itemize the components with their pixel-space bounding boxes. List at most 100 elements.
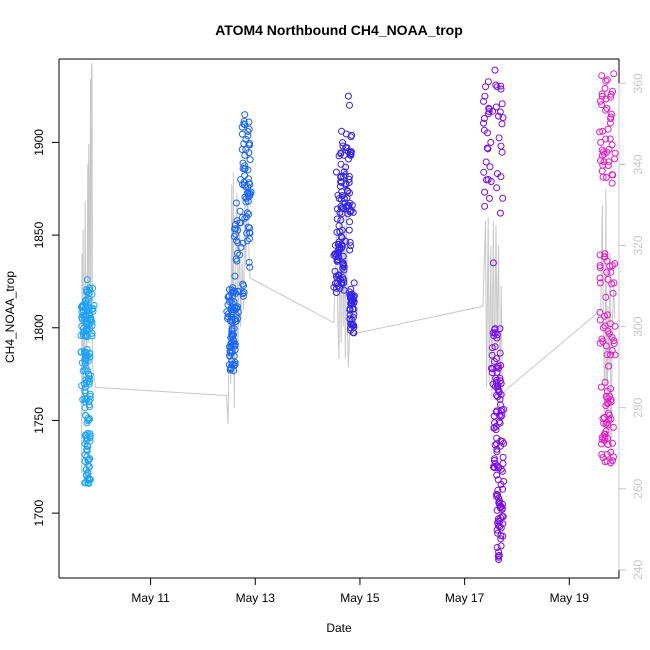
data-point (242, 183, 250, 191)
data-point (608, 141, 616, 149)
data-point (244, 223, 252, 231)
data-point (481, 188, 489, 196)
data-point (236, 251, 244, 259)
data-point (342, 163, 350, 171)
series-5 (596, 70, 619, 467)
data-point (497, 524, 505, 532)
data-point (607, 90, 615, 98)
data-point (497, 362, 505, 369)
data-point (610, 337, 618, 345)
data-point (228, 357, 236, 365)
data-point (228, 360, 236, 368)
data-point (82, 303, 90, 311)
data-point (499, 485, 507, 493)
data-point (338, 241, 346, 249)
data-point (497, 85, 505, 93)
data-point (600, 419, 608, 427)
data-point (605, 362, 613, 370)
data-point (480, 115, 488, 122)
data-point (231, 272, 239, 280)
data-point (603, 457, 611, 465)
y-tick-label: 1700 (32, 499, 46, 526)
data-point (608, 179, 616, 187)
data-point (597, 383, 605, 391)
data-point (245, 258, 253, 266)
data-point (596, 316, 604, 324)
data-point (602, 342, 610, 350)
data-point (493, 331, 501, 339)
data-point (604, 275, 612, 283)
right-tick-label: 320 (631, 235, 645, 255)
data-point (609, 423, 617, 431)
right-tick-label: 300 (631, 316, 645, 336)
data-point (499, 532, 507, 540)
data-point (484, 129, 491, 137)
data-point (493, 448, 501, 456)
data-point (598, 152, 606, 159)
x-tick-label: May 11 (131, 591, 170, 605)
data-point (491, 455, 498, 463)
data-point (226, 298, 233, 306)
data-point (243, 209, 251, 217)
data-point (606, 262, 614, 270)
data-point (244, 166, 252, 174)
data-point (611, 155, 619, 163)
data-point (346, 238, 354, 246)
data-point (84, 367, 91, 375)
data-point (605, 411, 613, 419)
data-point (496, 325, 504, 333)
data-point (233, 257, 241, 265)
data-point (607, 398, 615, 406)
data-point (241, 172, 249, 180)
data-point (246, 224, 254, 232)
data-point (346, 315, 354, 323)
data-point (332, 168, 340, 176)
data-point (338, 234, 346, 242)
data-point (493, 407, 501, 415)
data-point (335, 222, 343, 230)
data-point (596, 274, 604, 282)
data-point (85, 370, 93, 378)
data-point (349, 313, 357, 321)
data-point (83, 286, 91, 294)
data-point (86, 316, 94, 324)
data-point (599, 454, 607, 461)
data-point (600, 253, 608, 261)
data-point (484, 176, 492, 183)
data-point (493, 434, 501, 442)
data-point (487, 138, 495, 146)
data-point (607, 448, 615, 456)
data-point (491, 441, 499, 449)
data-point (242, 198, 250, 206)
right-tick-label: 240 (631, 560, 645, 580)
data-point (603, 104, 611, 112)
data-point (481, 92, 489, 100)
data-point (604, 162, 612, 169)
data-point (245, 125, 253, 133)
data-point (492, 422, 500, 430)
data-point (227, 340, 235, 348)
data-point (495, 556, 503, 563)
data-point (608, 262, 616, 270)
y-tick-label: 1850 (32, 221, 46, 248)
data-point (602, 293, 610, 301)
data-point (599, 415, 607, 423)
data-point (83, 379, 91, 387)
data-point (239, 239, 247, 247)
data-point (491, 419, 498, 427)
data-point (604, 399, 612, 407)
data-point (344, 92, 352, 100)
data-point (228, 338, 236, 346)
data-point (340, 172, 348, 180)
data-point (599, 324, 607, 332)
data-point (496, 349, 504, 357)
data-point (492, 426, 500, 434)
y-tick-label: 1900 (32, 129, 46, 156)
data-point (347, 148, 355, 156)
x-axis-label: Date (326, 621, 352, 635)
data-point (342, 144, 350, 152)
data-point (610, 70, 618, 78)
data-point (345, 175, 353, 183)
data-point (604, 441, 612, 448)
data-point (480, 168, 488, 176)
